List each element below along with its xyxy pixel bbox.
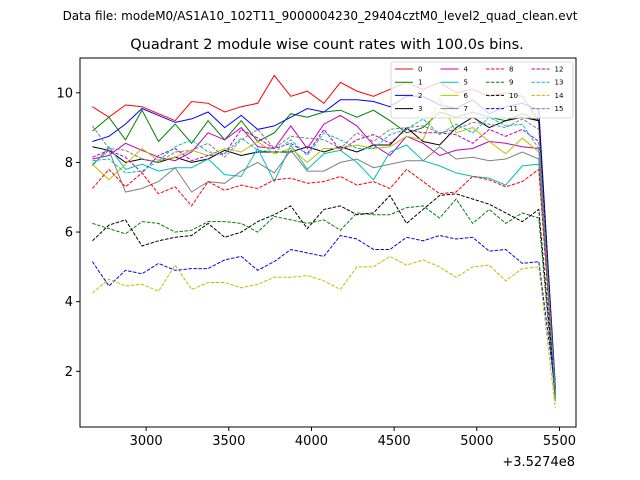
- series-line-11: [91, 234, 556, 391]
- x-tick-label: 4500: [378, 434, 411, 449]
- series-line-10: [92, 193, 556, 394]
- series-line-12: [92, 128, 556, 394]
- legend-label-10: 10: [509, 92, 518, 100]
- legend-label-15: 15: [555, 105, 564, 113]
- legend-label-12: 12: [555, 66, 564, 74]
- x-tick-label: 3500: [212, 434, 245, 449]
- series-line-6: [92, 96, 556, 396]
- legend-label-11: 11: [509, 105, 518, 113]
- plot-frame: [79, 57, 577, 428]
- x-tick-label: 5500: [543, 434, 576, 449]
- legend-label-5: 5: [464, 79, 468, 87]
- legend-label-8: 8: [509, 66, 513, 74]
- series-line-9: [92, 198, 556, 401]
- legend-label-4: 4: [464, 66, 469, 74]
- series-line-7: [92, 146, 556, 400]
- legend-label-13: 13: [555, 79, 564, 87]
- legend-box: [390, 61, 574, 119]
- x-tick-label: 3000: [130, 434, 163, 449]
- series-line-15: [91, 118, 556, 396]
- legend-label-2: 2: [418, 92, 422, 100]
- plot-area: 3000 3500 4000 4500 5000 55002468100123456789…: [56, 57, 577, 449]
- y-tick-label: 10: [56, 86, 73, 101]
- series-line-8: [92, 168, 556, 396]
- series-line-0: [92, 74, 556, 389]
- legend-label-14: 14: [555, 92, 564, 100]
- y-tick-label: 4: [65, 295, 73, 310]
- x-tick-label: 5000: [460, 434, 493, 449]
- x-tick-label: 4000: [295, 434, 328, 449]
- series-line-14: [92, 255, 556, 408]
- y-tick-label: 8: [65, 156, 73, 171]
- series-line-13: [92, 116, 556, 393]
- data-file-header: Data file: modeM0/AS1A10_102T11_90000042…: [63, 9, 578, 23]
- series-line-5: [92, 143, 556, 393]
- y-tick-label: 6: [65, 226, 73, 241]
- legend-label-0: 0: [418, 66, 422, 74]
- x-axis-offset-label: +3.5274e8: [502, 455, 575, 470]
- legend-label-7: 7: [464, 105, 468, 113]
- series-line-1: [92, 109, 556, 386]
- legend-label-9: 9: [509, 79, 513, 87]
- legend-label-6: 6: [464, 92, 469, 100]
- series-line-3: [92, 116, 556, 391]
- chart-title: Quadrant 2 module wise count rates with …: [130, 37, 524, 53]
- legend-label-3: 3: [418, 105, 422, 113]
- y-tick-label: 2: [65, 365, 73, 380]
- legend-label-1: 1: [418, 79, 422, 87]
- series-line-4: [92, 114, 556, 389]
